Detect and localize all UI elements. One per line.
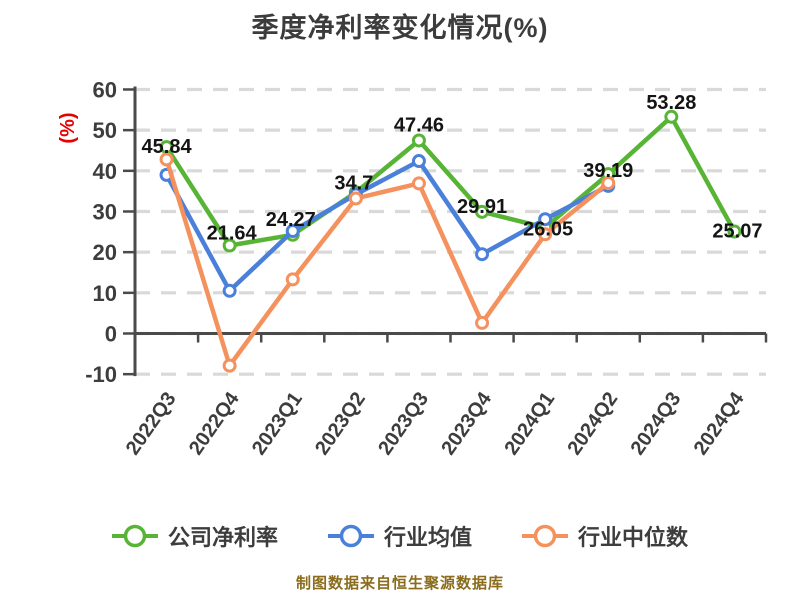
- y-tick-label: 50: [93, 118, 117, 143]
- y-tick-label: 30: [93, 199, 117, 224]
- data-point-industry-median: [538, 227, 553, 242]
- x-tick-label-2024Q4: 2024Q4: [690, 388, 749, 460]
- y-tick-label: 10: [93, 281, 117, 306]
- legend-label-industry-median: 行业中位数: [578, 525, 689, 550]
- data-point-company-net-margin: [727, 224, 742, 239]
- data-point-company-net-margin: [222, 238, 237, 253]
- x-tick-label-2024Q2: 2024Q2: [564, 388, 623, 459]
- y-tick-label: -10: [85, 362, 117, 387]
- data-point-industry-median: [601, 176, 616, 191]
- series-line-industry-mean: [164, 158, 611, 294]
- x-tick-label-2023Q3: 2023Q3: [374, 388, 433, 459]
- data-point-industry-mean: [285, 224, 300, 239]
- data-label-company-net-margin-2022Q4: 21.64: [207, 222, 258, 244]
- data-point-industry-median: [348, 191, 363, 206]
- y-tick-label: 60: [93, 77, 117, 102]
- data-label-company-net-margin-2024Q2: 39.19: [583, 160, 633, 182]
- x-tick-label-2022Q3: 2022Q3: [122, 388, 181, 459]
- chart-title: 季度净利率变化情况(%): [251, 13, 549, 43]
- data-source-note: 制图数据来自恒生聚源数据库: [295, 575, 504, 592]
- legend-marker-industry-mean-icon: [327, 524, 374, 548]
- legend-item-industry-mean: 行业均值: [327, 520, 472, 552]
- data-label-company-net-margin-2023Q3: 47.46: [394, 114, 444, 136]
- data-label-company-net-margin-2024Q1: 26.05: [523, 219, 573, 241]
- x-tick-label-2024Q1: 2024Q1: [500, 388, 559, 459]
- data-point-industry-mean: [538, 212, 553, 227]
- data-label-company-net-margin-2024Q3: 53.28: [646, 92, 696, 114]
- data-point-industry-median: [159, 152, 174, 167]
- legend-label-company: 公司净利率: [167, 525, 278, 550]
- data-label-company-net-margin-2022Q3: 45.84: [142, 136, 193, 158]
- x-tick-label-2023Q4: 2023Q4: [437, 388, 496, 460]
- data-point-industry-mean: [411, 154, 426, 169]
- data-point-industry-median: [285, 272, 300, 287]
- data-point-industry-mean: [222, 283, 237, 298]
- y-axis-unit-label: (%): [57, 112, 79, 143]
- x-tick-label-2023Q2: 2023Q2: [311, 388, 370, 459]
- y-tick-label: 0: [105, 322, 117, 347]
- chart-legend: 公司净利率 行业均值 行业中位数: [0, 520, 800, 552]
- data-point-company-net-margin: [411, 133, 426, 148]
- legend-item-company-net-margin: 公司净利率: [111, 520, 278, 552]
- series-line-industry-median: [164, 157, 611, 368]
- y-tick-label: 40: [93, 159, 117, 184]
- data-point-industry-median: [411, 176, 426, 191]
- legend-item-industry-median: 行业中位数: [522, 520, 688, 552]
- x-tick-label-2022Q4: 2022Q4: [185, 388, 244, 460]
- data-point-industry-mean: [475, 247, 490, 262]
- data-point-company-net-margin: [664, 109, 679, 124]
- legend-marker-company-icon: [111, 524, 158, 548]
- series-line-company-net-margin: [164, 114, 737, 248]
- y-tick-label: 20: [93, 240, 117, 265]
- legend-label-industry-mean: 行业均值: [383, 525, 472, 550]
- data-point-industry-median: [475, 315, 490, 330]
- data-point-industry-median: [222, 358, 237, 373]
- data-label-company-net-margin-2024Q4: 25.07: [712, 221, 762, 243]
- legend-marker-industry-median-icon: [522, 524, 568, 548]
- data-label-company-net-margin-2023Q4: 29.91: [457, 196, 507, 218]
- data-label-company-net-margin-2023Q1: 24.27: [266, 209, 316, 231]
- x-tick-label-2023Q1: 2023Q1: [248, 388, 307, 459]
- data-point-company-net-margin: [475, 204, 490, 219]
- data-label-company-net-margin-2023Q2: 34.7: [334, 172, 373, 194]
- x-tick-label-2024Q3: 2024Q3: [627, 388, 686, 459]
